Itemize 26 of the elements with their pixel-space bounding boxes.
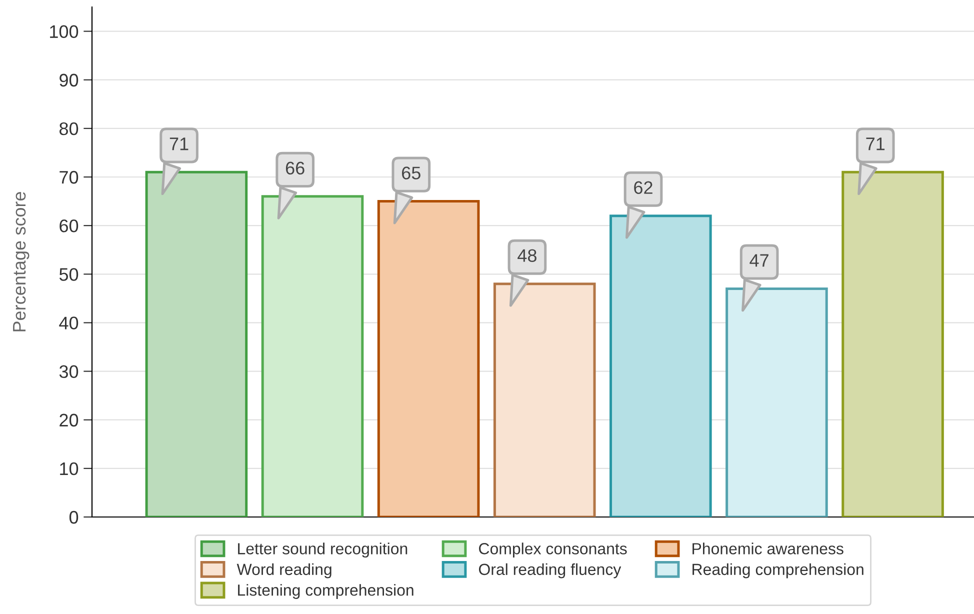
legend-label: Phonemic awareness xyxy=(692,542,844,554)
legend-label: Letter sound recognition xyxy=(238,542,408,558)
data-label: 62 xyxy=(634,181,652,194)
legend-label: Listening comprehension xyxy=(238,584,414,599)
y-tick-label: 100 xyxy=(50,25,78,38)
data-label: 48 xyxy=(518,249,536,262)
y-tick-label: 60 xyxy=(60,220,78,232)
y-tick-label: 10 xyxy=(60,462,78,476)
legend-label: Complex consonants xyxy=(479,542,627,558)
data-label: 66 xyxy=(286,162,304,175)
y-tick-label: 30 xyxy=(59,365,78,378)
data-label: 47 xyxy=(750,254,768,267)
y-tick-label: 70 xyxy=(60,170,78,184)
legend-label: Word reading xyxy=(236,563,332,578)
y-tick-label: 80 xyxy=(60,122,78,136)
data-label: 71 xyxy=(866,138,885,150)
y-tick-label: 40 xyxy=(59,316,78,330)
data-label: 71 xyxy=(170,138,188,150)
y-tick-label: 90 xyxy=(60,74,78,87)
y-axis-title: Percentage score xyxy=(13,192,30,332)
y-tick-label: 50 xyxy=(59,268,78,281)
legend-label: Reading comprehension xyxy=(692,563,864,578)
y-tick-label: 0 xyxy=(69,510,78,524)
legend-label: Oral reading fluency xyxy=(478,563,622,578)
data-label: 65 xyxy=(402,166,420,180)
y-tick-label: 20 xyxy=(60,414,78,427)
